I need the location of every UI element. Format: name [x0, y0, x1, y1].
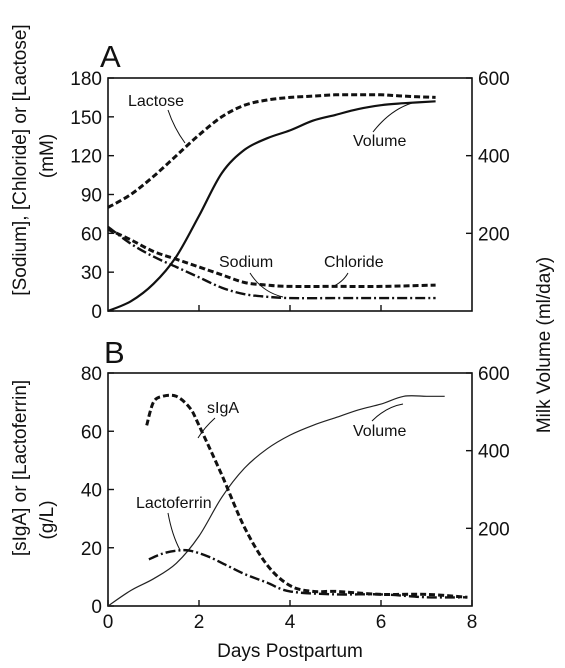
label-sodium: Sodium: [219, 254, 273, 271]
panel-a-ylabel: [Sodium], [Chloride] or [Lactose]: [10, 24, 31, 295]
leader-volume-a: [372, 102, 413, 133]
x-tick-label: 4: [285, 612, 296, 633]
panel-a: A 0 30 60 90 120 150 180 200 400 600 Lactose Vol…: [37, 39, 510, 323]
right-axis-title: Milk Volume (ml/day): [534, 257, 555, 433]
series-lactose-line: [107, 93, 436, 209]
right-tick-label: 400: [478, 442, 510, 463]
left-tick-label: 90: [81, 186, 102, 207]
x-tick-label: 8: [467, 612, 478, 633]
series-volume-line: [107, 100, 436, 313]
panel-b-annotations: sIgA Volume Lactoferrin: [136, 400, 406, 551]
panel-b-x-axis: 0 2 4 6 8: [103, 600, 478, 633]
left-tick-label: 30: [81, 263, 102, 284]
left-tick-label: 0: [91, 597, 102, 618]
panel-a-annotations: Lactose Volume Sodium Chloride: [128, 93, 413, 298]
right-tick-label: 600: [478, 364, 510, 385]
label-lactose: Lactose: [128, 93, 184, 110]
x-axis-title: Days Postpartum: [217, 641, 363, 662]
x-tick-label: 0: [103, 612, 114, 633]
panel-a-frame: [107, 77, 473, 312]
panel-a-right-axis: 200 400 600: [466, 69, 510, 245]
left-tick-label: 0: [91, 302, 102, 323]
panel-a-left-axis: 0 30 60 90 120 150 180: [70, 69, 114, 323]
left-tick-label: 60: [81, 224, 102, 245]
panel-b-series: [107, 393, 468, 607]
left-tick-label: 60: [81, 422, 102, 443]
x-tick-label: 2: [194, 612, 205, 633]
right-tick-label: 600: [478, 69, 510, 90]
left-tick-label: 40: [81, 481, 102, 502]
panel-a-ylabel-unit: (mM): [37, 134, 58, 178]
left-tick-label: 180: [70, 69, 102, 90]
left-tick-label: 80: [81, 364, 102, 385]
right-tick-label: 400: [478, 147, 510, 168]
panel-a-label: A: [100, 39, 121, 74]
panel-b: B 0 20 40 60 80 200 400 600 0 2 4 6 8 sIgA Volume …: [37, 335, 510, 662]
panel-b-ylabel: [sIgA] or [Lactoferrin]: [10, 380, 31, 556]
x-tick-label: 6: [376, 612, 387, 633]
series-sodium-line: [107, 225, 436, 300]
label-chloride: Chloride: [324, 254, 384, 271]
leader-lactoferrin: [167, 512, 181, 551]
series-chloride-line: [107, 228, 436, 288]
label-volume-a: Volume: [353, 133, 406, 150]
panel-a-series: [107, 93, 436, 313]
panel-b-right-axis: 200 400 600: [466, 364, 510, 540]
leader-chloride: [331, 272, 349, 288]
leader-sodium: [249, 272, 284, 298]
label-siga: sIgA: [207, 400, 239, 417]
label-lactoferrin: Lactoferrin: [136, 495, 212, 512]
series-volume-line: [107, 395, 445, 607]
panel-b-frame: [107, 372, 473, 607]
panel-b-label: B: [104, 335, 125, 370]
label-volume-b: Volume: [353, 423, 406, 440]
right-tick-label: 200: [478, 224, 510, 245]
series-lactoferrin-line: [148, 548, 468, 599]
leader-volume-b: [371, 403, 404, 422]
left-tick-label: 150: [70, 108, 102, 129]
right-tick-label: 200: [478, 519, 510, 540]
left-tick-label: 120: [70, 147, 102, 168]
leader-siga: [197, 417, 216, 439]
left-tick-label: 20: [81, 539, 102, 560]
series-siga-line: [145, 393, 468, 599]
leader-lactose: [167, 109, 186, 144]
panel-b-ylabel-unit: (g/L): [37, 500, 58, 539]
panel-b-left-axis: 0 20 40 60 80: [81, 364, 114, 618]
